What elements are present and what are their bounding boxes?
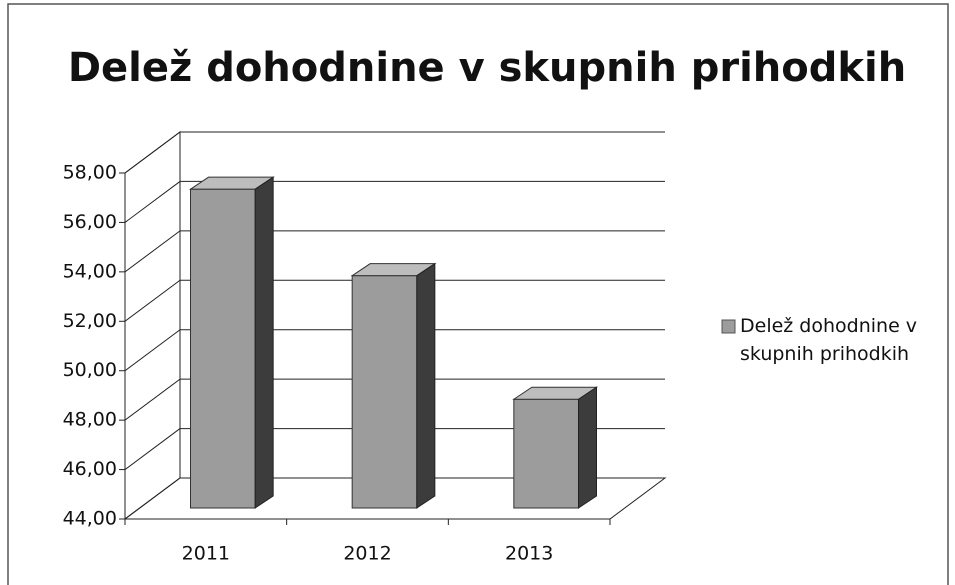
grid-line — [124, 279, 181, 322]
bar-side — [416, 262, 436, 509]
y-tick-label: 44,00 — [63, 508, 117, 530]
grid-line — [124, 131, 181, 174]
legend-label: Delež dohodnine v skupnih prihodkih — [740, 315, 918, 365]
bar-side — [254, 176, 274, 509]
grid-line — [124, 230, 181, 273]
y-tick-label: 50,00 — [63, 359, 117, 381]
x-tick-label: 2013 — [505, 543, 553, 565]
y-tick-label: 56,00 — [63, 211, 117, 233]
back-wall — [124, 131, 181, 520]
y-tick-label: 46,00 — [63, 458, 117, 480]
bar — [513, 398, 579, 509]
x-tick-label: 2011 — [182, 543, 230, 565]
bar — [190, 188, 256, 509]
y-tick-label: 58,00 — [63, 162, 117, 184]
x-tick-label: 2012 — [343, 543, 391, 565]
grid-line — [124, 428, 181, 470]
grid-line — [124, 378, 181, 421]
y-tick-label: 54,00 — [63, 260, 117, 282]
grid-line — [124, 477, 181, 520]
legend: Delež dohodnine v skupnih prihodkih — [740, 315, 918, 365]
bar-side — [578, 386, 597, 509]
bar — [351, 275, 418, 509]
y-tick-label: 48,00 — [63, 409, 117, 431]
grid-line — [124, 181, 181, 223]
legend-swatch — [721, 319, 736, 334]
chart-title: Delež dohodnine v skupnih prihodkih — [68, 45, 906, 91]
grid-line — [124, 329, 181, 372]
y-tick-label: 52,00 — [63, 310, 117, 332]
